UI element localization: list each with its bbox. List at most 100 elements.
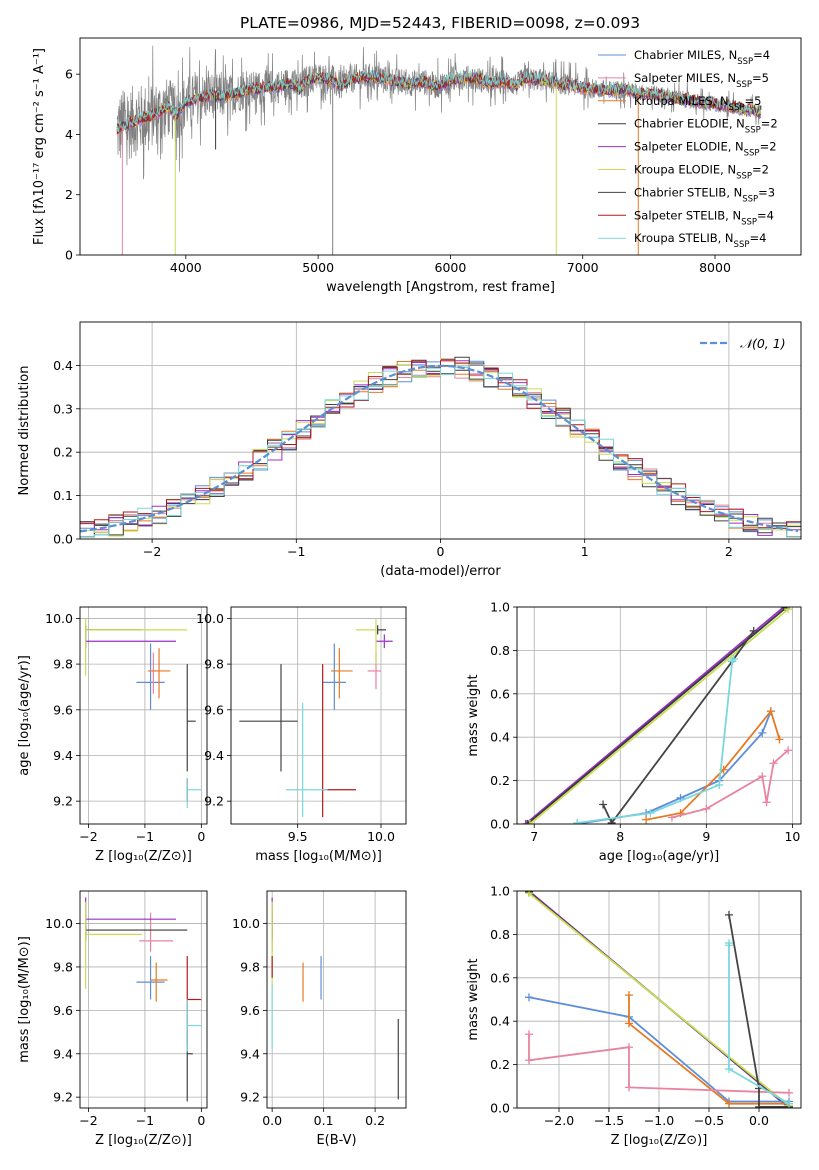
x-tick-label: −1 [136,829,154,844]
x-axis-label: wavelength [Angstrom, rest frame] [326,280,555,295]
plot-area [80,38,801,255]
x-axis-label: mass [log₁₀(M/M⊙)] [255,849,382,864]
x-tick-label: 9.5 [288,829,308,844]
mass-weight-line [525,607,785,824]
y-tick-label: 9.8 [204,657,224,672]
marker-plus [785,1088,793,1097]
marker-plus [715,780,724,789]
marker-plus [523,820,532,824]
x-tick-label: −1 [287,544,305,559]
x-tick-label: −1.0 [644,1113,674,1128]
panel-age_vs_Z: −2 −1 0 9.2 9.4 9.6 9.8 10.0 Z [log₁₀(Z/Z⊙)] age … [17,606,208,864]
marker-plus [607,818,616,824]
axes-frame [79,321,802,540]
errorbar-point [85,901,143,989]
y-tick-label: 10.0 [45,611,73,626]
marker-plus [599,800,608,809]
mass-weight-line [529,608,789,824]
marker-plus [775,735,784,744]
x-tick-label: 0 [197,1113,205,1128]
mass-weight-line [602,630,755,824]
marker-plus [784,746,793,755]
x-tick-label: 10 [784,829,800,844]
x-axis-label: Z [log₁₀(Z/Z⊙)] [95,849,192,864]
x-tick-label: 9 [702,829,710,844]
y-tick-label: 9.8 [240,959,260,974]
x-tick-label: −2.0 [544,1113,574,1128]
x-tick-label: −0.5 [694,1113,724,1128]
axes-frame [516,606,802,825]
errorbar-point [376,634,393,649]
x-tick-label: 7 [530,829,538,844]
y-tick-label: 9.4 [240,1046,260,1061]
marker-plus [521,820,530,824]
errorbar-point [322,643,346,710]
y-axis-label: mass [log₁₀(M/M⊙)] [17,936,32,1063]
y-tick-label: 10.0 [232,916,260,931]
y-tick-label: 0.4 [490,1014,510,1029]
figure-title: PLATE=0986, MJD=52443, FIBERID=0098, z=0… [240,14,640,32]
x-tick-label: −1.5 [594,1113,624,1128]
y-tick-label: 9.4 [53,1046,73,1061]
x-tick-label: −2 [79,1113,97,1128]
plot-content [85,618,202,809]
marker-plus [625,991,633,1000]
marker-plus [625,1043,633,1052]
x-tick-label: 7000 [567,260,599,275]
y-tick-label: 9.6 [204,702,224,717]
errorbar-point [147,648,171,699]
y-axis-label: age [log₁₀(age/yr)] [17,655,32,776]
plot-content [116,45,762,255]
marker-plus [525,891,533,898]
normal-curve [80,364,799,533]
marker-plus [725,1099,733,1108]
y-tick-label: 10.0 [196,611,224,626]
marker-plus [525,1030,533,1039]
y-tick-label: 9.8 [53,657,73,672]
y-axis-label: Normed distribution [17,366,32,496]
model-spectrum [116,70,762,134]
panel-age_vs_mass: 9.5 10.0 9.2 9.4 9.6 9.8 10.0 mass [log₁₀(M/M⊙)… [196,606,407,864]
errorbar-point [136,643,165,710]
marker-plus [766,707,775,716]
model-spectrum [116,69,762,133]
x-tick-label: 0 [197,829,205,844]
x-tick-label: 8 [616,829,624,844]
panel-mass_weight_vs_Z: −2.0 −1.5 −1.0 −0.5 0.0 0.0 0.2 0.4 0.6 0.8 1.0 Z [… [466,884,802,1148]
plot-content [271,897,399,1100]
panel-spectrum: 4000 5000 6000 7000 8000 0 2 4 6 wavelength [Angs… [32,37,802,295]
mass-weight-line [671,749,789,819]
marker-plus [525,1056,533,1065]
marker-plus [573,818,582,824]
marker-plus [725,941,733,950]
y-tick-label: 6 [65,67,73,82]
y-tick-label: 0.0 [490,817,510,832]
errorbar-point [136,956,165,1000]
x-tick-label: 0.2 [365,1113,385,1128]
y-tick-label: 9.8 [53,959,73,974]
y-tick-label: 2 [65,187,73,202]
y-tick-label: 4 [65,127,73,142]
y-tick-label: 0 [65,248,73,263]
x-axis-label: age [log₁₀(age/yr)] [599,849,720,864]
marker-plus [725,910,733,919]
errorbar-point [286,702,328,818]
x-tick-label: 6000 [435,260,467,275]
y-tick-label: 0.4 [490,730,510,745]
errorbar-point [186,664,196,772]
axes-frame [79,606,208,825]
mass-weight-line [728,914,789,1108]
x-tick-label: 5000 [302,260,334,275]
marker-plus [646,809,655,818]
y-tick-label: 9.6 [53,702,73,717]
y-tick-label: 0.0 [490,1101,510,1116]
legend-label: 𝒩(0, 1) [740,336,786,351]
errorbar-point [322,664,356,818]
x-tick-label: 8000 [699,260,731,275]
y-tick-label: 9.6 [240,1003,260,1018]
y-axis-label: mass weight [466,674,481,756]
marker-plus [755,1102,763,1108]
marker-plus [625,1019,633,1028]
